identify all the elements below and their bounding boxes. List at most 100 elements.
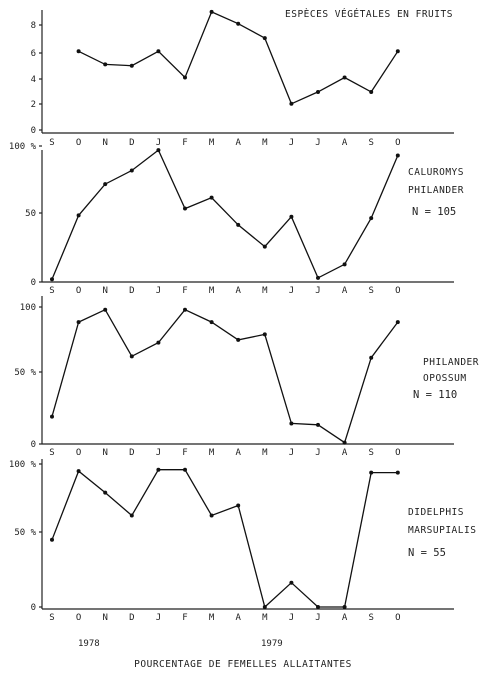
panel3-data-point xyxy=(236,337,241,342)
panel4-y-tick-label: 50 % xyxy=(14,528,36,538)
panel1-data-point xyxy=(129,63,134,68)
panel1-month-label: O xyxy=(395,138,400,148)
panel2-month-label: S xyxy=(49,286,54,296)
panel1-month-label: S xyxy=(49,138,54,148)
panel1-month-label: O xyxy=(76,138,81,148)
panel3-data-point xyxy=(262,332,267,337)
panel2-y-tick-label: 100 % xyxy=(9,142,37,152)
panel3-month-label: N xyxy=(102,448,107,458)
panel3-data-point xyxy=(76,320,81,325)
panel2-month-label: O xyxy=(395,286,400,296)
panel3-y-tick-label: 50 % xyxy=(14,368,36,378)
panel2-month-label: N xyxy=(102,286,107,296)
panel1-title: ESPÈCES VÉGÉTALES EN FRUITS xyxy=(285,8,453,20)
panel2-data-point xyxy=(316,275,320,280)
panel3-data-point xyxy=(395,320,400,325)
panel1-month-label: M xyxy=(209,138,215,148)
panel1-month-label: A xyxy=(235,138,241,148)
panel2-data-point xyxy=(103,182,108,187)
panel1-data-point xyxy=(76,49,81,54)
panel1-month-label: J xyxy=(315,138,320,148)
panel3-data-point xyxy=(316,422,320,427)
panel2-species-label: CALUROMYS xyxy=(408,167,464,178)
panel3-data-point xyxy=(129,354,134,359)
panel1-month-label: J xyxy=(156,138,161,148)
panel4-data-point xyxy=(395,470,400,475)
panel3-n-label: N = 110 xyxy=(413,389,457,401)
panel2-data-point xyxy=(76,213,81,218)
panel1-month-label: J xyxy=(289,138,294,148)
panel3-month-label: J xyxy=(156,448,161,458)
year-label-1978: 1978 xyxy=(78,639,100,649)
panel4-data-point xyxy=(289,580,294,585)
panel1-y-tick-label: 2 xyxy=(31,100,36,110)
panel2-month-label: S xyxy=(368,286,373,296)
panel2-data-point xyxy=(236,222,241,227)
panel2-n-label: N = 105 xyxy=(412,206,456,218)
panel1-data-point xyxy=(156,49,161,54)
panel4-n-label: N = 55 xyxy=(408,547,446,559)
panel3-month-label: M xyxy=(209,448,215,458)
panel4-data-point xyxy=(209,513,214,518)
panel3-data-point xyxy=(289,421,294,426)
panel4-data-point xyxy=(129,513,134,518)
panel1-month-label: D xyxy=(129,138,134,148)
panel3-data-point xyxy=(156,340,161,345)
panel3-month-label: S xyxy=(368,448,373,458)
panel2-month-label: M xyxy=(209,286,215,296)
panel3-month-label: S xyxy=(49,448,54,458)
panel4-data-point xyxy=(183,467,187,472)
panel1-data-point xyxy=(262,36,267,41)
panel3-data-point xyxy=(369,355,374,360)
panel3-data-point xyxy=(209,320,214,325)
panel2-month-label: F xyxy=(182,286,187,296)
panel3-data-point xyxy=(50,414,54,419)
panel4-month-label: D xyxy=(129,613,134,623)
panel4-month-label: J xyxy=(315,613,320,623)
panel3-month-label: F xyxy=(182,448,187,458)
panel2-data-point xyxy=(156,148,161,153)
footer-caption: POURCENTAGE DE FEMELLES ALLAITANTES xyxy=(134,659,352,670)
panel1-data-point xyxy=(369,89,374,94)
panel3-y-tick-label: 0 xyxy=(31,440,36,450)
panel4-data-point xyxy=(156,467,161,472)
panel2-month-label: A xyxy=(342,286,348,296)
panel1-data-point xyxy=(209,9,214,14)
panel2-y-tick-label: 50 xyxy=(25,209,36,219)
panel2-month-label: D xyxy=(129,286,134,296)
panel4-month-label: S xyxy=(368,613,373,623)
panel4-data-point xyxy=(262,605,267,609)
panel2-month-label: J xyxy=(156,286,161,296)
panel3-month-label: O xyxy=(76,448,81,458)
panel1-data-point xyxy=(236,21,241,26)
panel2-month-label: A xyxy=(235,286,241,296)
panel4-data-point xyxy=(369,470,374,475)
panel1-y-tick-label: 0 xyxy=(31,126,36,136)
panel3-month-label: A xyxy=(235,448,241,458)
panel4-month-label: M xyxy=(262,613,268,623)
panel4-series-line xyxy=(51,469,398,609)
panel3-series-line xyxy=(51,308,399,444)
panel4-data-point xyxy=(316,605,320,609)
panel3-data-point xyxy=(103,307,108,312)
panel2-data-point xyxy=(395,153,400,158)
panel4-month-label: F xyxy=(182,613,187,623)
panel4-data-point xyxy=(236,503,241,508)
panel4-species-label: MARSUPIALIS xyxy=(408,525,476,536)
year-label-1979: 1979 xyxy=(261,639,283,649)
panel4-y-tick-label: 0 xyxy=(31,603,36,613)
panel2-data-point xyxy=(50,277,54,282)
panel3-month-label: A xyxy=(342,448,348,458)
panel1-data-point xyxy=(289,101,294,106)
panel1-data-point xyxy=(342,75,347,80)
panel4-data-point xyxy=(76,469,81,474)
panel4-month-label: S xyxy=(49,613,54,623)
panel3-month-label: J xyxy=(289,448,294,458)
panel3-month-label: D xyxy=(129,448,134,458)
panel3-month-label: M xyxy=(262,448,268,458)
panel2-y-tick-label: 0 xyxy=(31,278,36,288)
panel4-month-label: N xyxy=(102,613,107,623)
panel1-y-tick-label: 6 xyxy=(31,49,36,59)
panel1-month-label: S xyxy=(368,138,373,148)
